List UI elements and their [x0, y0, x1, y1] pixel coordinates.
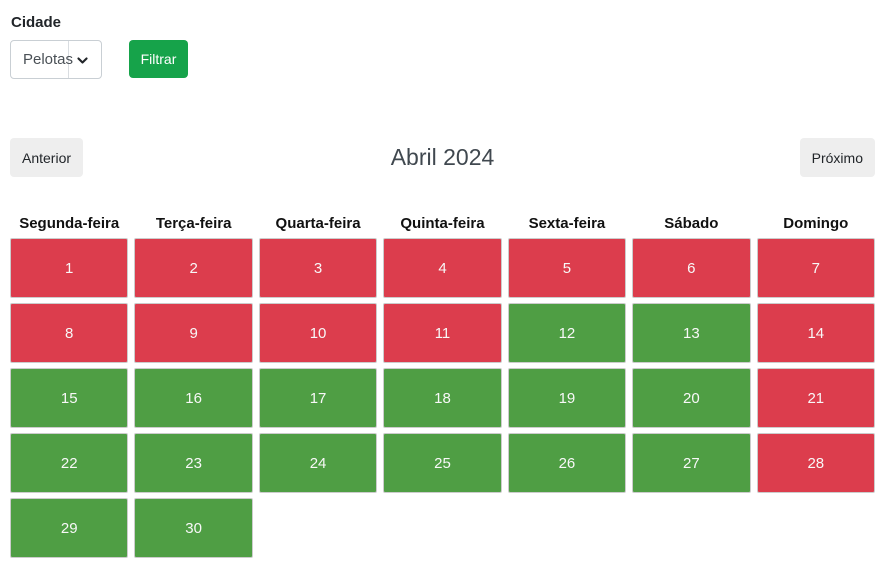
weekday-header: Sexta-feira	[528, 215, 606, 232]
day-cell[interactable]: 26	[507, 433, 627, 493]
day-cell[interactable]: 20	[632, 368, 751, 428]
select-divider	[68, 41, 69, 78]
day-cell[interactable]: 17	[258, 368, 378, 428]
day-cell[interactable]: 15	[10, 368, 129, 428]
day-cell[interactable]: 30	[134, 498, 253, 558]
day-cell[interactable]: 16	[134, 368, 253, 428]
day-cell[interactable]: 12	[507, 303, 627, 363]
day-cell[interactable]: 6	[632, 238, 751, 298]
weekday-header: Quinta-feira	[400, 215, 485, 232]
next-month-button[interactable]: Próximo	[799, 138, 875, 177]
day-cell[interactable]: 23	[134, 433, 253, 493]
calendar-nav: Anterior Abril 2024 Próximo	[10, 138, 875, 177]
filter-section: Cidade Pelotas Filtrar	[10, 14, 875, 79]
day-cell[interactable]: 22	[10, 433, 129, 493]
day-cell[interactable]: 28	[756, 433, 875, 493]
day-cell[interactable]: 4	[383, 238, 502, 298]
filter-row: Pelotas Filtrar	[10, 40, 875, 79]
city-select[interactable]: Pelotas	[10, 40, 102, 79]
previous-month-button[interactable]: Anterior	[10, 138, 84, 177]
weekday-header: Sábado	[664, 215, 719, 232]
day-cell[interactable]: 9	[134, 303, 253, 363]
day-cell[interactable]: 11	[383, 303, 502, 363]
day-cell[interactable]: 25	[383, 433, 502, 493]
weekday-header: Segunda-feira	[19, 215, 120, 232]
day-cell[interactable]: 29	[10, 498, 129, 558]
day-cell[interactable]: 7	[756, 238, 875, 298]
day-cell[interactable]: 10	[258, 303, 378, 363]
day-cell[interactable]: 3	[258, 238, 378, 298]
day-cell[interactable]: 2	[134, 238, 253, 298]
day-cell[interactable]: 5	[507, 238, 627, 298]
day-cell[interactable]: 21	[756, 368, 875, 428]
weekday-header: Terça-feira	[155, 215, 232, 232]
weekday-header: Quarta-feira	[275, 215, 361, 232]
city-label: Cidade	[11, 14, 62, 31]
day-cell[interactable]: 18	[383, 368, 502, 428]
day-cell[interactable]: 19	[507, 368, 627, 428]
day-cell[interactable]: 27	[632, 433, 751, 493]
day-cell[interactable]: 1	[10, 238, 129, 298]
day-cell[interactable]: 24	[258, 433, 378, 493]
chevron-down-icon	[77, 57, 88, 64]
weekday-header: Domingo	[783, 215, 849, 232]
day-cell[interactable]: 8	[10, 303, 129, 363]
day-cell[interactable]: 13	[632, 303, 751, 363]
calendar-grid: Segunda-feira Terça-feira Quarta-feira Quin…	[10, 214, 875, 558]
filter-button[interactable]: Filtrar	[129, 40, 188, 78]
page: Cidade Pelotas Filtrar Anterior Abril 20…	[10, 14, 875, 558]
day-cell[interactable]: 14	[756, 303, 875, 363]
calendar-title: Abril 2024	[390, 144, 495, 170]
city-select-value: Pelotas	[22, 51, 74, 68]
